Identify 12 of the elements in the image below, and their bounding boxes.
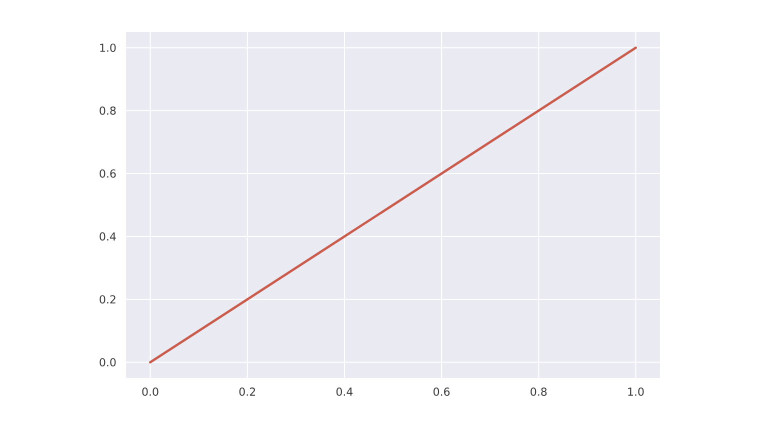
x-tick-label: 0.4: [336, 388, 353, 396]
y-tick-label: 0.2: [100, 295, 116, 304]
y-tick-label: 0.0: [100, 358, 116, 366]
x-tick-label: 0.2: [239, 388, 256, 396]
x-tick-label: 0.8: [530, 388, 547, 396]
x-tick-label: 0.0: [142, 388, 158, 396]
y-tick-label: 0.8: [100, 106, 116, 115]
x-tick-label: 1.0: [628, 388, 644, 396]
x-tick-label: 0.6: [434, 388, 450, 396]
y-tick-label: 0.6: [100, 169, 116, 178]
y-tick-label: 0.4: [100, 232, 116, 241]
y-tick-label: 1.0: [100, 44, 116, 52]
